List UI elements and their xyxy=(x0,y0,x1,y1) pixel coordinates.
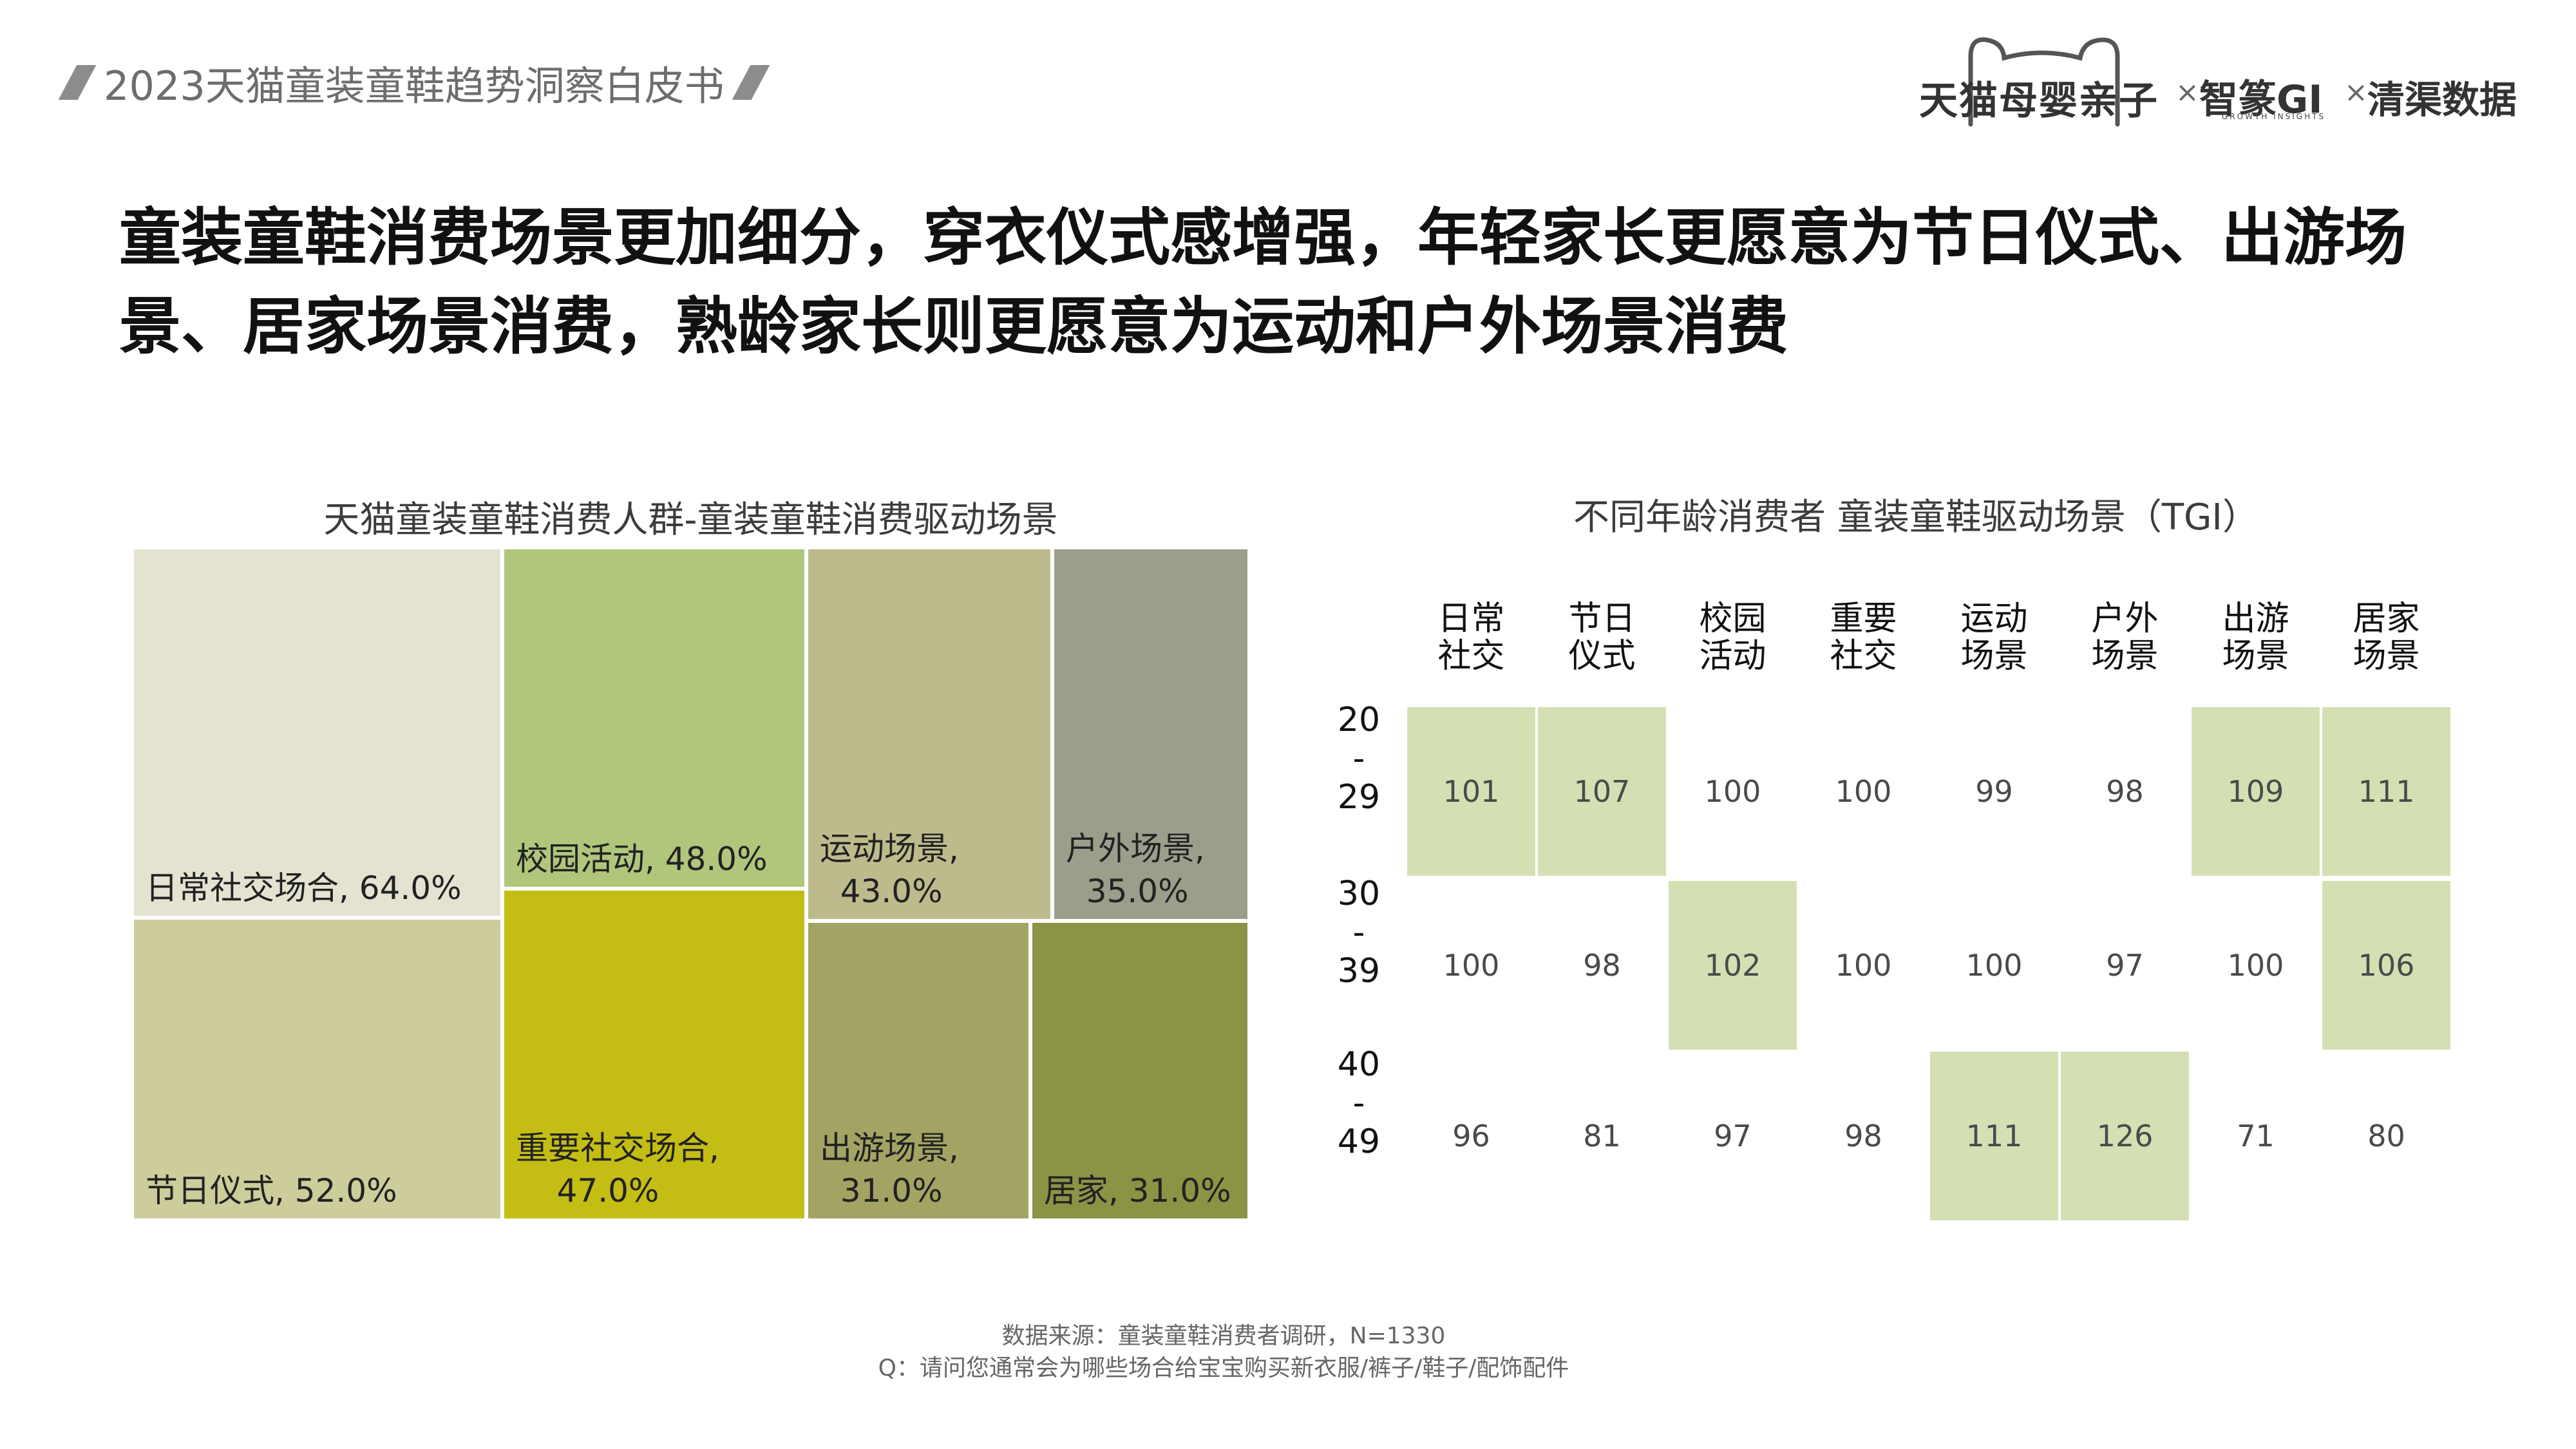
tgi-cell: 100 xyxy=(2227,948,2284,983)
tgi-cell: 81 xyxy=(1583,1119,1621,1153)
tgi-cell: 80 xyxy=(2367,1119,2405,1153)
partner-logos: 天猫母婴亲子 × 智篆GI GROWTH INSIGHTS × 清渠数据 xyxy=(1906,26,2537,135)
treemap-cell-label: 重要社交场合, 47.0% xyxy=(516,1130,719,1209)
tgi-column-header: 重要 社交 xyxy=(1830,600,1897,676)
treemap-cell: 居家, 31.0% xyxy=(1030,921,1249,1220)
tgi-cell: 100 xyxy=(1704,774,1761,809)
treemap-cell-label: 节日仪式, 52.0% xyxy=(146,1172,397,1209)
cross-separator: × xyxy=(2344,76,2368,109)
tgi-column-header: 校园 活动 xyxy=(1699,600,1766,676)
treemap-cell: 日常社交场合, 64.0% xyxy=(132,547,502,918)
tgi-cell: 97 xyxy=(1714,1119,1752,1153)
tgi-cell: 107 xyxy=(1538,707,1666,876)
qingqu-data-logo: 清渠数据 xyxy=(2367,78,2517,122)
tgi-cell: 111 xyxy=(1930,1052,2058,1220)
treemap-cell: 出游场景, 31.0% xyxy=(806,921,1030,1220)
tgi-cell: 96 xyxy=(1452,1119,1490,1153)
tgi-cell: 100 xyxy=(1965,948,2023,983)
treemap-cell-label: 校园活动, 48.0% xyxy=(516,840,768,878)
tmall-cat-icon xyxy=(1968,37,2120,127)
treemap-cell-label: 居家, 31.0% xyxy=(1044,1172,1231,1209)
survey-question-note: Q：请问您通常会为哪些场合给宝宝购买新衣服/裤子/鞋子/配饰配件 xyxy=(878,1355,1569,1381)
slash-decoration xyxy=(58,65,97,100)
treemap-cell: 校园活动, 48.0% xyxy=(502,547,806,889)
tgi-cell: 101 xyxy=(1407,707,1535,876)
tgi-row-header: 20-29 xyxy=(1337,701,1381,817)
tgi-column-header: 出游 场景 xyxy=(2222,600,2289,676)
tgi-column-header: 户外 场景 xyxy=(2091,600,2159,676)
tmall-mother-baby-logo: 天猫母婴亲子 xyxy=(1919,79,2159,124)
tgi-cell: 106 xyxy=(2322,881,2450,1050)
tgi-cell: 102 xyxy=(1669,881,1797,1050)
report-title: 2023天猫童装童鞋趋势洞察白皮书 xyxy=(104,62,724,109)
page-title: 童装童鞋消费场景更加细分，穿衣仪式感增强，年轻家长更愿意为节日仪式、出游场景、居… xyxy=(119,202,2407,363)
tgi-cell: 99 xyxy=(1975,774,2013,809)
tgi-column-header: 居家 场景 xyxy=(2353,600,2420,676)
tgi-chart-title: 不同年龄消费者 童装童鞋驱动场景（TGI） xyxy=(1573,497,2259,538)
tgi-cell: 100 xyxy=(1835,774,1892,809)
tgi-cell: 98 xyxy=(1583,948,1621,983)
treemap-cell: 运动场景, 43.0% xyxy=(806,547,1052,921)
cross-separator: × xyxy=(2175,76,2199,109)
tgi-cell: 98 xyxy=(1844,1119,1882,1153)
header-tag: 2023天猫童装童鞋趋势洞察白皮书 xyxy=(58,57,770,109)
data-source-note: 数据来源：童装童鞋消费者调研，N=1330 xyxy=(1001,1323,1446,1349)
tgi-cell: 100 xyxy=(1835,948,1892,983)
tgi-cell: 126 xyxy=(2061,1052,2189,1220)
footnote: 数据来源：童装童鞋消费者调研，N=1330 Q：请问您通常会为哪些场合给宝宝购买… xyxy=(644,1320,1803,1385)
tgi-row-header: 30-39 xyxy=(1337,875,1381,990)
treemap-cell: 重要社交场合, 47.0% xyxy=(502,889,806,1220)
tgi-cell: 98 xyxy=(2106,774,2144,809)
tgi-cell: 97 xyxy=(2106,948,2144,983)
treemap-cell: 户外场景, 35.0% xyxy=(1052,547,1249,921)
tgi-column-header: 日常 社交 xyxy=(1437,600,1505,676)
tgi-column-header: 运动 场景 xyxy=(1960,600,2028,676)
treemap-cell-label: 日常社交场合, 64.0% xyxy=(146,869,462,907)
tgi-column-header: 节日 仪式 xyxy=(1568,600,1636,676)
treemap-title: 天猫童装童鞋消费人群-童装童鞋消费驱动场景 xyxy=(323,499,1058,541)
growth-insights-subtitle: GROWTH INSIGHTS xyxy=(2222,112,2326,121)
growth-insights-logo: 智篆GI xyxy=(2199,77,2323,122)
treemap-cell-label: 户外场景, 35.0% xyxy=(1066,830,1205,910)
tgi-row-header: 40-49 xyxy=(1337,1045,1381,1161)
tgi-cell: 109 xyxy=(2192,707,2320,876)
treemap-cell: 节日仪式, 52.0% xyxy=(132,918,502,1220)
slash-decoration xyxy=(732,65,770,100)
tgi-cell: 71 xyxy=(2237,1119,2275,1153)
treemap-chart: 日常社交场合, 64.0% 节日仪式, 52.0% 校园活动, 48.0% 重要社交场… xyxy=(132,547,1249,1220)
tgi-cell: 100 xyxy=(1443,948,1500,983)
treemap-cell-label: 出游场景, 31.0% xyxy=(820,1130,959,1209)
tgi-cell: 111 xyxy=(2322,707,2450,876)
treemap-cell-label: 运动场景, 43.0% xyxy=(820,830,959,910)
